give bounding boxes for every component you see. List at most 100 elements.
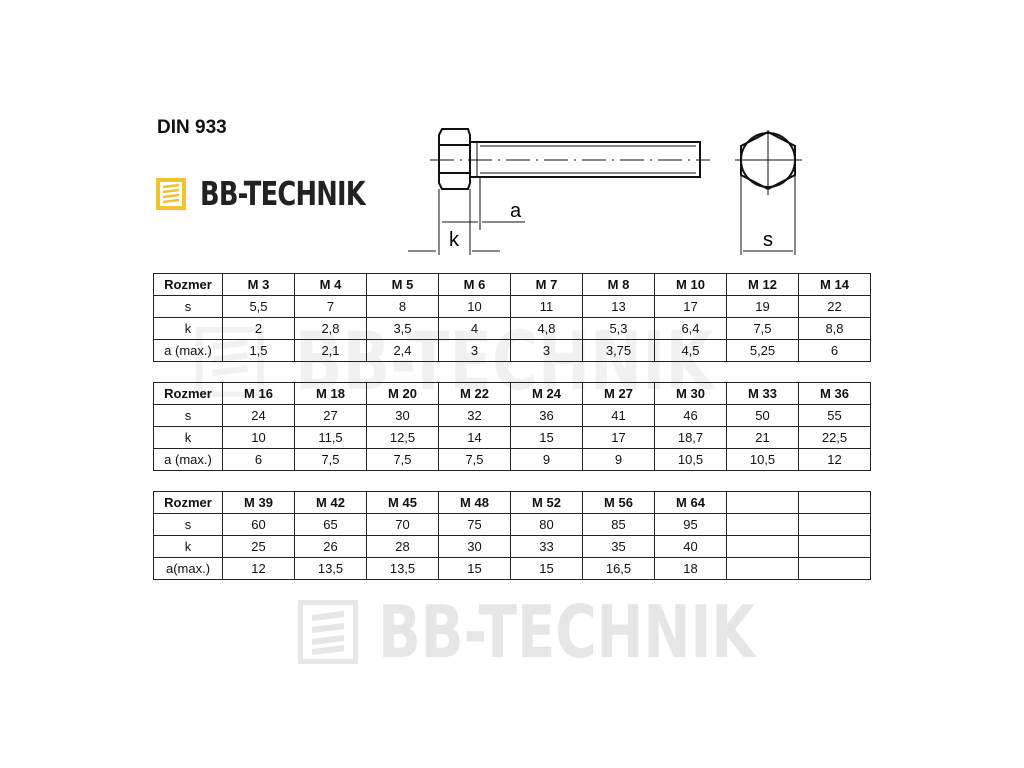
table-cell: 10 — [438, 295, 511, 318]
table-cell: M 6 — [438, 273, 511, 296]
row-label: Rozmer — [153, 491, 223, 514]
table-cell: 60 — [222, 513, 295, 536]
table-cell: M 3 — [222, 273, 295, 296]
table-cell: 1,5 — [222, 339, 295, 362]
table-cell: 4 — [438, 317, 511, 340]
table-cell: 12 — [222, 557, 295, 580]
table-cell: 7,5 — [726, 317, 799, 340]
table-cell: 2,1 — [294, 339, 367, 362]
watermark: BB-TECHNIK — [298, 590, 861, 674]
table-cell: 2,4 — [366, 339, 439, 362]
table-cell: 21 — [726, 426, 799, 449]
table-cell: 40 — [654, 535, 727, 558]
table-cell: 11,5 — [294, 426, 367, 449]
table-cell: 35 — [582, 535, 655, 558]
table-row: a (max.) 6 7,5 7,5 7,5 9 9 10,5 10,5 12 — [153, 448, 871, 471]
table-row: k 2 2,8 3,5 4 4,8 5,3 6,4 7,5 8,8 — [153, 317, 871, 340]
table-row: s 5,5 7 8 10 11 13 17 19 22 — [153, 295, 871, 318]
table-cell: 3,5 — [366, 317, 439, 340]
table-cell: 32 — [438, 404, 511, 427]
size-table-2: Rozmer M 16 M 18 M 20 M 22 M 24 M 27 M 30 M 33 M … — [153, 382, 871, 471]
table-cell: 5,3 — [582, 317, 655, 340]
table-row: s 24 27 30 32 36 41 46 50 55 — [153, 404, 871, 427]
table-cell: 28 — [366, 535, 439, 558]
table-cell: M 8 — [582, 273, 655, 296]
table-cell: M 27 — [582, 382, 655, 405]
table-cell: 7,5 — [438, 448, 511, 471]
table-cell: 12,5 — [366, 426, 439, 449]
table-cell: M 24 — [510, 382, 583, 405]
row-label: s — [153, 404, 223, 427]
table-cell: M 5 — [366, 273, 439, 296]
table-cell: 10 — [222, 426, 295, 449]
table-cell: M 30 — [654, 382, 727, 405]
table-cell: 26 — [294, 535, 367, 558]
table-cell: M 52 — [510, 491, 583, 514]
bolt-drawing — [408, 128, 802, 255]
table-cell: 33 — [510, 535, 583, 558]
table-header-row: Rozmer M 39 M 42 M 45 M 48 M 52 M 56 M 64 — [153, 491, 871, 514]
row-label: s — [153, 295, 223, 318]
table-row: a(max.) 12 13,5 13,5 15 15 16,5 18 — [153, 557, 871, 580]
table-cell: M 64 — [654, 491, 727, 514]
table-cell: 13 — [582, 295, 655, 318]
table-cell: 70 — [366, 513, 439, 536]
table-cell: 17 — [582, 426, 655, 449]
table-cell: 9 — [582, 448, 655, 471]
table-cell: 14 — [438, 426, 511, 449]
table-cell: 5,5 — [222, 295, 295, 318]
table-cell: 46 — [654, 404, 727, 427]
table-cell: 19 — [726, 295, 799, 318]
table-cell: 6 — [222, 448, 295, 471]
table-cell: 7,5 — [366, 448, 439, 471]
table-cell: 8 — [366, 295, 439, 318]
table-cell: 75 — [438, 513, 511, 536]
table-cell: 3,75 — [582, 339, 655, 362]
row-label: s — [153, 513, 223, 536]
table-cell: M 4 — [294, 273, 367, 296]
table-cell: M 56 — [582, 491, 655, 514]
table-cell: 22,5 — [798, 426, 871, 449]
table-cell — [798, 513, 871, 536]
table-cell: M 12 — [726, 273, 799, 296]
table-cell — [726, 513, 799, 536]
table-cell: 6 — [798, 339, 871, 362]
table-cell — [798, 535, 871, 558]
table-row: a (max.) 1,5 2,1 2,4 3 3 3,75 4,5 5,25 6 — [153, 339, 871, 362]
table-cell: 12 — [798, 448, 871, 471]
dimension-label-a: a — [510, 200, 522, 222]
row-label: Rozmer — [153, 273, 223, 296]
table-cell: 25 — [222, 535, 295, 558]
table-cell: 3 — [438, 339, 511, 362]
row-label: k — [153, 426, 223, 449]
watermark-text: BB-TECHNIK — [378, 590, 755, 674]
table-cell: 9 — [510, 448, 583, 471]
table-cell: 2 — [222, 317, 295, 340]
size-table-3: Rozmer M 39 M 42 M 45 M 48 M 52 M 56 M 64 s 60 65 7… — [153, 491, 871, 580]
table-cell: 11 — [510, 295, 583, 318]
table-cell: 30 — [366, 404, 439, 427]
table-cell: 8,8 — [798, 317, 871, 340]
table-cell: 7,5 — [294, 448, 367, 471]
table-cell: 30 — [438, 535, 511, 558]
table-cell: 17 — [654, 295, 727, 318]
table-cell: M 20 — [366, 382, 439, 405]
table-cell: 2,8 — [294, 317, 367, 340]
table-cell: 18 — [654, 557, 727, 580]
row-label: a(max.) — [153, 557, 223, 580]
table-cell: 15 — [510, 557, 583, 580]
table-cell: 10,5 — [726, 448, 799, 471]
table-cell — [726, 557, 799, 580]
table-cell: 85 — [582, 513, 655, 536]
table-cell: M 14 — [798, 273, 871, 296]
table-cell: M 22 — [438, 382, 511, 405]
logo-icon — [156, 177, 186, 210]
table-cell: 15 — [438, 557, 511, 580]
table-cell: 7 — [294, 295, 367, 318]
table-header-row: Rozmer M 16 M 18 M 20 M 22 M 24 M 27 M 30 M 33 M … — [153, 382, 871, 405]
row-label: k — [153, 535, 223, 558]
table-cell: 6,4 — [654, 317, 727, 340]
row-label: a (max.) — [153, 339, 223, 362]
